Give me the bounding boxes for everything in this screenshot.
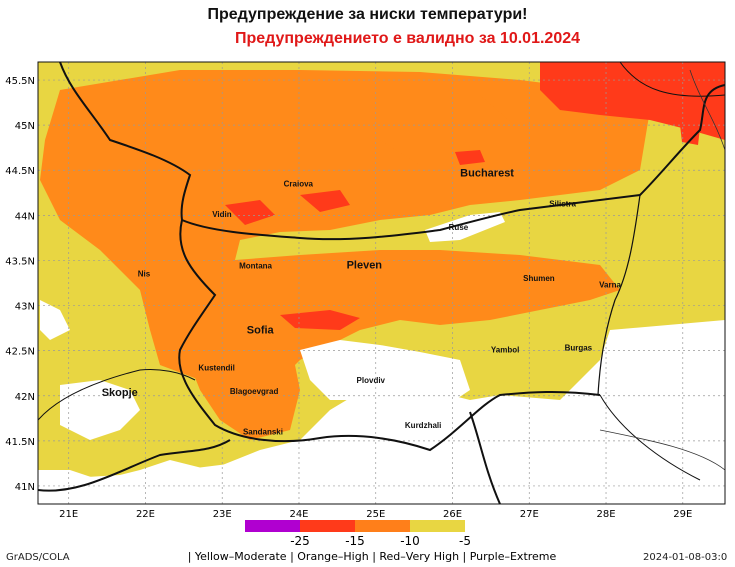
map-frame [37,61,726,505]
footer-timestamp: 2024-01-08-03:0 [643,552,728,563]
city-label: Vidin [212,210,232,219]
legend-tick: -15 [345,534,365,548]
city-label: Kurdzhali [405,421,441,430]
city-label: Craiova [284,179,314,188]
city-label: Kustendil [198,363,234,372]
city-label: Montana [239,262,272,271]
city-label: Shumen [523,274,555,283]
city-label: Sofia [247,325,275,337]
city-label: Silistra [549,199,576,208]
legend-colorbar: -25 -15 -10 -5 | Yellow–Moderate | Orang… [188,520,557,563]
temperature-fields [38,62,725,504]
lat-tick-label: 44N [15,211,35,222]
lat-tick-label: 45.5N [5,76,35,87]
city-labels: Craiova Bucharest Vidin Silistra Ruse Nis Mont… [102,168,622,437]
legend-caption: | Yellow–Moderate | Orange–High | Red–Ve… [188,550,557,563]
lat-tick-label: 41N [15,482,35,493]
city-label: Varna [599,281,621,290]
city-label: Pleven [347,260,383,272]
lon-tick-label: 26E [443,509,462,520]
lon-tick-label: 28E [596,509,615,520]
city-label: Sandanski [243,428,283,437]
lon-tick-label: 29E [673,509,692,520]
city-label: Ruse [449,223,469,232]
country-borders [38,62,725,504]
lat-tick-label: 41.5N [5,437,35,448]
lon-tick-label: 21E [59,509,78,520]
lon-tick-label: 23E [213,509,232,520]
lat-tick-label: 42N [15,392,35,403]
lat-lon-grid [38,62,725,504]
legend-tick: -25 [290,534,310,548]
legend-swatch-high [355,520,410,532]
city-label: Yambol [491,345,519,354]
lat-tick-label: 43N [15,302,35,313]
city-label: Bucharest [460,168,514,180]
city-label: Nis [138,270,151,279]
lon-tick-label: 22E [136,509,155,520]
legend-swatch-moderate [410,520,465,532]
lat-tick-label: 43.5N [5,256,35,267]
city-label: Skopje [102,387,138,399]
axis-ticks: 45.5N 45N 44.5N 44N 43.5N 43N 42.5N 42N 41.5N 41N… [5,76,692,520]
lon-tick-label: 24E [289,509,308,520]
lat-tick-label: 42.5N [5,347,35,358]
footer-source: GrADS/COLA [6,552,70,563]
validity-subtitle: Предупреждението е валидно за 10.01.2024 [234,30,581,47]
lat-tick-label: 45N [15,121,35,132]
page-title: Предупреждение за ниски температури! [207,6,528,23]
city-label: Burgas [565,344,593,353]
legend-swatch-extreme [245,520,300,532]
legend-swatch-very-high [300,520,355,532]
lon-tick-label: 27E [520,509,539,520]
lat-tick-label: 44.5N [5,166,35,177]
legend-tick: -10 [400,534,420,548]
city-label: Blagoevgrad [230,387,279,396]
city-label: Plovdiv [357,376,386,385]
lon-tick-label: 25E [366,509,385,520]
legend-tick: -5 [459,534,471,548]
